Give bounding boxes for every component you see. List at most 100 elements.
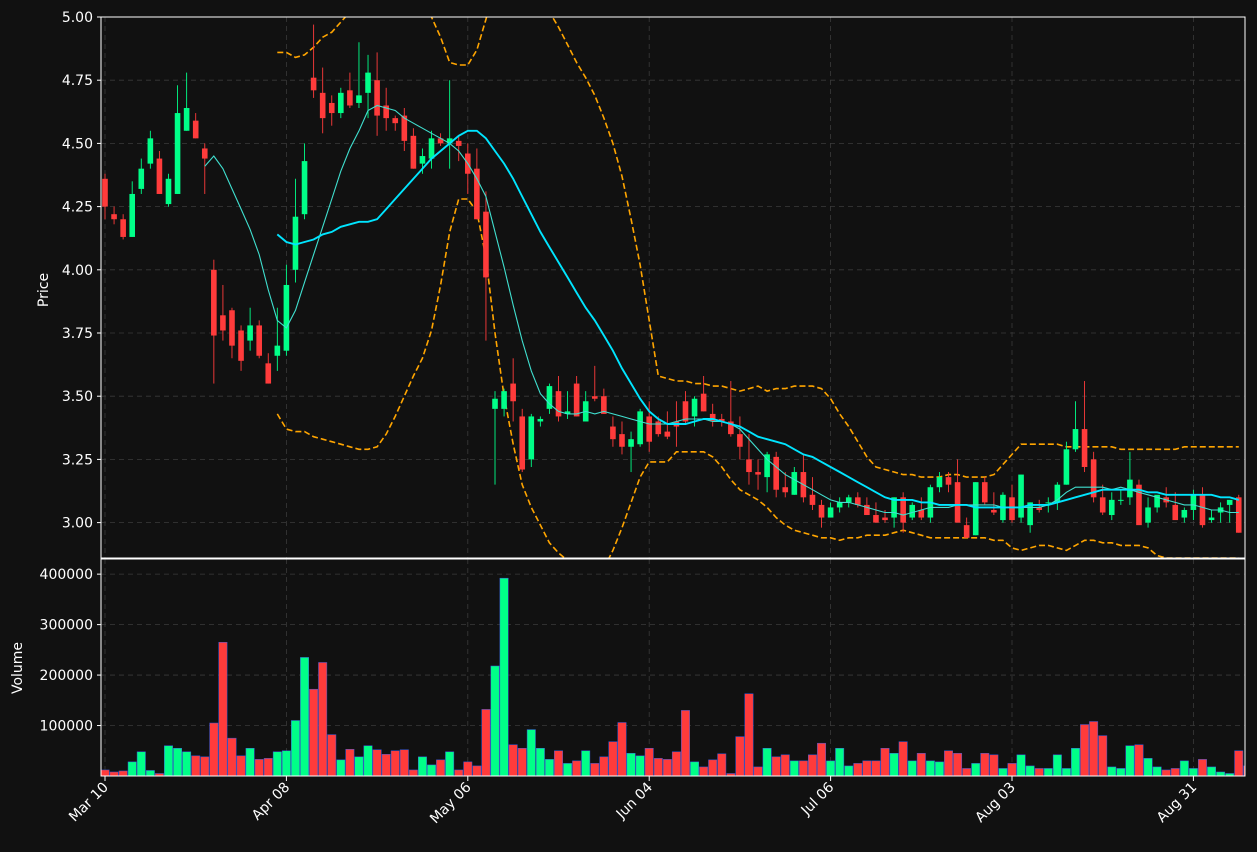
- candle-body: [646, 416, 652, 442]
- volume-bar: [1098, 735, 1108, 776]
- candle-body: [981, 482, 988, 503]
- candle: [301, 143, 308, 220]
- candle-body: [265, 363, 272, 384]
- candle-body: [909, 504, 916, 518]
- volume-bar: [1216, 771, 1226, 776]
- volume-bar: [1125, 745, 1135, 776]
- candle: [437, 133, 444, 146]
- candle-body: [401, 115, 408, 141]
- candle-body: [356, 95, 362, 103]
- candle-body: [755, 472, 761, 475]
- candle: [1181, 507, 1188, 523]
- volume-bar: [780, 754, 790, 776]
- candle: [791, 466, 798, 495]
- candle-body: [510, 383, 516, 402]
- candle-body: [174, 113, 181, 194]
- candle-body: [274, 345, 281, 356]
- candle: [183, 72, 190, 131]
- candle-body: [891, 497, 897, 518]
- candle-body: [102, 178, 108, 207]
- volume-bar: [300, 657, 309, 776]
- volume-bar: [699, 766, 709, 776]
- candle: [728, 381, 734, 437]
- volume-bar: [164, 745, 173, 776]
- candle-body: [419, 156, 426, 164]
- candle-body: [1090, 459, 1097, 498]
- candle-body: [900, 497, 906, 523]
- candle-body: [746, 459, 752, 473]
- candle: [1154, 494, 1160, 513]
- candle: [138, 158, 145, 194]
- price-axis-label: Price: [36, 273, 52, 307]
- candle-body: [918, 509, 925, 518]
- volume-bar: [227, 737, 237, 776]
- candle-body: [1136, 484, 1142, 526]
- candle-body: [1099, 497, 1106, 513]
- volume-bar: [1043, 768, 1053, 776]
- candle: [265, 353, 272, 384]
- candle-body: [455, 140, 462, 146]
- volume-bar: [154, 773, 164, 776]
- candle-body: [1108, 499, 1115, 516]
- candle: [338, 87, 344, 119]
- candle: [274, 307, 281, 371]
- volume-bar: [1170, 768, 1180, 776]
- volume-bar: [581, 750, 591, 776]
- candle-body: [1226, 499, 1233, 505]
- candle-body: [737, 434, 743, 447]
- volume-bar: [898, 741, 908, 776]
- volume-bar: [463, 761, 473, 776]
- candle-body: [1127, 479, 1133, 498]
- candle-body: [1208, 517, 1215, 521]
- candle: [1081, 381, 1088, 473]
- candle-body: [283, 284, 290, 351]
- volume-bar: [871, 760, 881, 776]
- candle: [709, 403, 716, 427]
- volume-bar: [118, 770, 128, 776]
- candle: [392, 115, 399, 131]
- candle-body: [537, 418, 544, 422]
- price-y-ticks: 3.00 3.25 3.50 3.75 4.00 4.25 4.50 4.75 5.00: [62, 10, 101, 532]
- candle: [1145, 497, 1151, 528]
- volume-bar: [408, 769, 418, 776]
- candle-body: [845, 497, 852, 503]
- volume-bar: [934, 761, 944, 776]
- volume-bar: [354, 756, 364, 776]
- volume-bar: [599, 756, 609, 776]
- volume-bar: [735, 736, 745, 776]
- candle-body: [428, 138, 435, 159]
- candle: [220, 284, 226, 341]
- volume-bar: [101, 769, 110, 776]
- candle: [755, 459, 761, 490]
- volume-bar: [726, 773, 736, 776]
- candle: [864, 497, 870, 516]
- volume-bar: [200, 756, 210, 776]
- volume-bar: [617, 722, 627, 776]
- candle-body: [936, 477, 943, 488]
- candle: [972, 482, 979, 536]
- candle: [347, 72, 353, 109]
- candle: [873, 502, 879, 523]
- volume-bar: [953, 753, 963, 776]
- candle: [374, 52, 380, 136]
- candle-body: [610, 426, 616, 440]
- volume-bar: [681, 710, 690, 776]
- candle: [147, 130, 154, 169]
- volume-bar: [445, 751, 455, 776]
- volume-bar: [1143, 758, 1153, 776]
- candle-body: [383, 105, 389, 119]
- candle: [519, 408, 526, 473]
- volume-bar: [989, 754, 999, 776]
- candle: [700, 375, 707, 412]
- candle-body: [483, 211, 489, 278]
- volume-bar: [236, 755, 246, 776]
- candle-body: [120, 219, 126, 237]
- volume-bar: [1025, 765, 1035, 776]
- volume-bar: [635, 755, 645, 776]
- candle-body: [818, 504, 825, 518]
- volume-bar: [372, 749, 382, 776]
- volume-bar: [708, 759, 718, 776]
- volume-bar: [1034, 768, 1044, 776]
- volume-bar: [662, 759, 672, 776]
- candle-body: [855, 497, 861, 505]
